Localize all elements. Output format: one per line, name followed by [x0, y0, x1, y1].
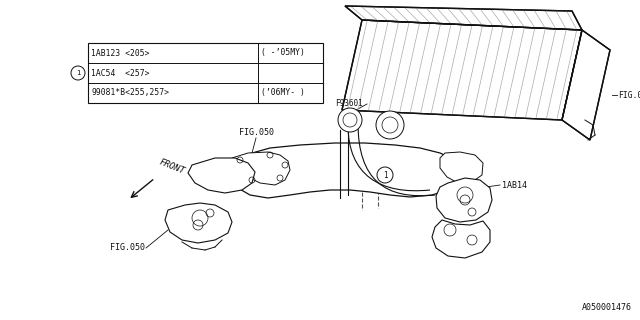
- Text: 1AC54  <257>: 1AC54 <257>: [91, 68, 150, 77]
- Text: 1: 1: [76, 70, 80, 76]
- Text: F93601: F93601: [335, 99, 363, 108]
- Bar: [88, 43, 323, 103]
- Text: A050001476: A050001476: [582, 303, 632, 312]
- Text: 1: 1: [383, 171, 387, 180]
- Circle shape: [338, 108, 362, 132]
- Circle shape: [376, 111, 404, 139]
- Text: FRONT: FRONT: [158, 157, 186, 176]
- Polygon shape: [440, 152, 483, 183]
- Polygon shape: [345, 6, 582, 30]
- Polygon shape: [342, 20, 582, 120]
- Polygon shape: [232, 152, 290, 185]
- Polygon shape: [188, 158, 255, 193]
- Text: FIG.050: FIG.050: [239, 128, 273, 137]
- Polygon shape: [232, 143, 460, 198]
- Text: FIG.050: FIG.050: [110, 244, 145, 252]
- Text: 1AB14: 1AB14: [502, 180, 527, 189]
- Text: (’06MY- ): (’06MY- ): [261, 89, 305, 98]
- Polygon shape: [432, 220, 490, 258]
- Text: 99081*B<255,257>: 99081*B<255,257>: [91, 89, 169, 98]
- Polygon shape: [436, 178, 492, 222]
- Text: FIG.072: FIG.072: [618, 91, 640, 100]
- Polygon shape: [562, 30, 610, 140]
- Polygon shape: [165, 203, 232, 243]
- Text: ( -’05MY): ( -’05MY): [261, 49, 305, 58]
- Text: 1AB123 <205>: 1AB123 <205>: [91, 49, 150, 58]
